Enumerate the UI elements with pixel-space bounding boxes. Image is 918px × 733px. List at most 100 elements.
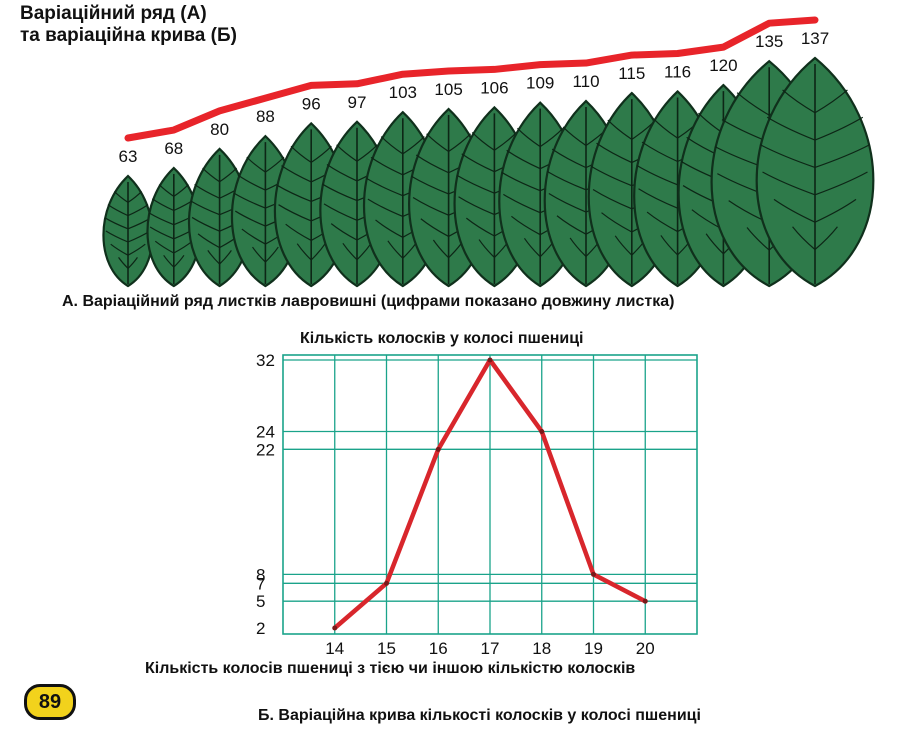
leaf-length-label: 97	[348, 93, 367, 112]
leaf-vein	[539, 127, 564, 148]
leaf-vein	[207, 250, 221, 265]
leaf-vein	[503, 193, 541, 214]
leaf-vein	[380, 136, 404, 155]
leaf-vein	[148, 212, 175, 226]
leaf-vein	[202, 167, 220, 183]
leaf-vein	[276, 184, 312, 202]
leaf-vein	[197, 233, 220, 249]
leaf-vein	[191, 216, 220, 232]
leaf-vein	[127, 257, 138, 269]
leaf-vein	[173, 184, 189, 197]
leaf-vein	[607, 119, 633, 140]
leaf-length-label: 135	[755, 32, 783, 51]
leaf-vein	[759, 144, 816, 169]
leaf-vein	[326, 163, 358, 182]
y-tick-label: 7	[256, 574, 265, 593]
leaf-length-label: 80	[210, 120, 229, 139]
leaf-length-label: 63	[119, 147, 138, 166]
leaf-vein	[194, 184, 220, 199]
leaf-vein	[310, 243, 326, 261]
caption-b: Б. Варіаційна крива кількості колосків у…	[258, 707, 701, 724]
x-tick-label: 19	[584, 639, 603, 658]
leaf-vein	[412, 197, 449, 216]
leaf	[102, 174, 154, 288]
leaf-vein	[252, 246, 266, 263]
leaf-vein	[596, 142, 633, 164]
leaf-vein	[762, 171, 816, 196]
leaf-vein	[322, 183, 358, 202]
leaf-vein	[814, 226, 838, 250]
chart-grid	[282, 354, 698, 635]
x-tick-label: 18	[532, 639, 551, 658]
leaf-vein	[814, 116, 864, 141]
leaf-length-label: 115	[618, 64, 645, 83]
leaf-vein	[190, 200, 220, 216]
leaf-vein	[234, 210, 266, 227]
leaf-vein	[246, 156, 266, 173]
leaf-vein	[814, 198, 857, 223]
leaf-vein	[265, 156, 285, 173]
leaf-vein	[342, 242, 358, 261]
figure-title-line1: Варіаційний ряд (А)	[20, 3, 207, 24]
leaf-vein	[118, 257, 129, 269]
leaf-vein	[367, 198, 404, 218]
leaf-vein	[461, 153, 495, 173]
leaf-length-label: 68	[164, 139, 183, 158]
leaf-length-label: 96	[302, 94, 321, 113]
leaf-vein	[173, 254, 185, 268]
leaf-vein	[127, 204, 149, 217]
leaf-vein	[290, 145, 312, 163]
x-tick-label: 16	[429, 639, 448, 658]
leaf-row	[102, 56, 875, 288]
data-point	[591, 571, 596, 577]
leaf-length-label: 110	[572, 72, 599, 91]
leaf-length-label: 120	[709, 56, 737, 75]
data-point	[332, 625, 338, 631]
data-point	[435, 446, 441, 452]
leaf-vein	[296, 243, 312, 261]
leaf-vein	[546, 170, 587, 191]
leaf-vein	[237, 174, 266, 191]
data-point	[642, 598, 648, 604]
leaf-vein	[705, 233, 724, 255]
leaf-vein	[323, 203, 358, 221]
y-tick-label: 32	[256, 351, 275, 370]
leaf-vein	[278, 204, 312, 222]
leaf-vein	[653, 118, 678, 139]
leaf-vein	[465, 217, 495, 237]
leaf-vein	[370, 156, 404, 176]
y-tick-label: 5	[256, 592, 265, 611]
leaf-vein	[517, 127, 541, 148]
leaf-vein	[233, 192, 266, 209]
leaf-vein	[814, 171, 868, 196]
leaf-length-label: 105	[434, 80, 462, 99]
leaf-vein	[310, 145, 332, 163]
leaf-vein	[151, 198, 175, 212]
leaf-vein	[163, 254, 175, 268]
leaf-vein	[590, 165, 633, 187]
leaf-vein	[330, 223, 358, 241]
leaf-vein	[562, 126, 587, 146]
leaf-vein	[149, 226, 175, 240]
leaf-vein	[219, 167, 238, 183]
leaf-vein	[569, 237, 587, 257]
leaf-length-label: 88	[256, 107, 275, 126]
x-tick-label: 15	[377, 639, 396, 658]
leaf-vein	[375, 219, 404, 238]
leaf	[755, 56, 875, 288]
x-tick-label: 14	[325, 639, 344, 658]
leaf-vein	[241, 228, 266, 245]
leaf-vein	[281, 165, 312, 183]
leaf-vein	[432, 239, 450, 259]
variation-series-panel	[124, 16, 819, 142]
leaf-vein	[601, 212, 633, 233]
leaf-vein	[478, 239, 495, 258]
leaf-vein	[420, 218, 449, 237]
page-number: 89	[38, 690, 62, 713]
leaf-vein	[782, 89, 816, 114]
leaf-vein	[773, 198, 816, 223]
leaf-vein	[746, 227, 770, 251]
leaf-length-label: 116	[664, 62, 691, 81]
leaf-vein	[501, 171, 541, 192]
